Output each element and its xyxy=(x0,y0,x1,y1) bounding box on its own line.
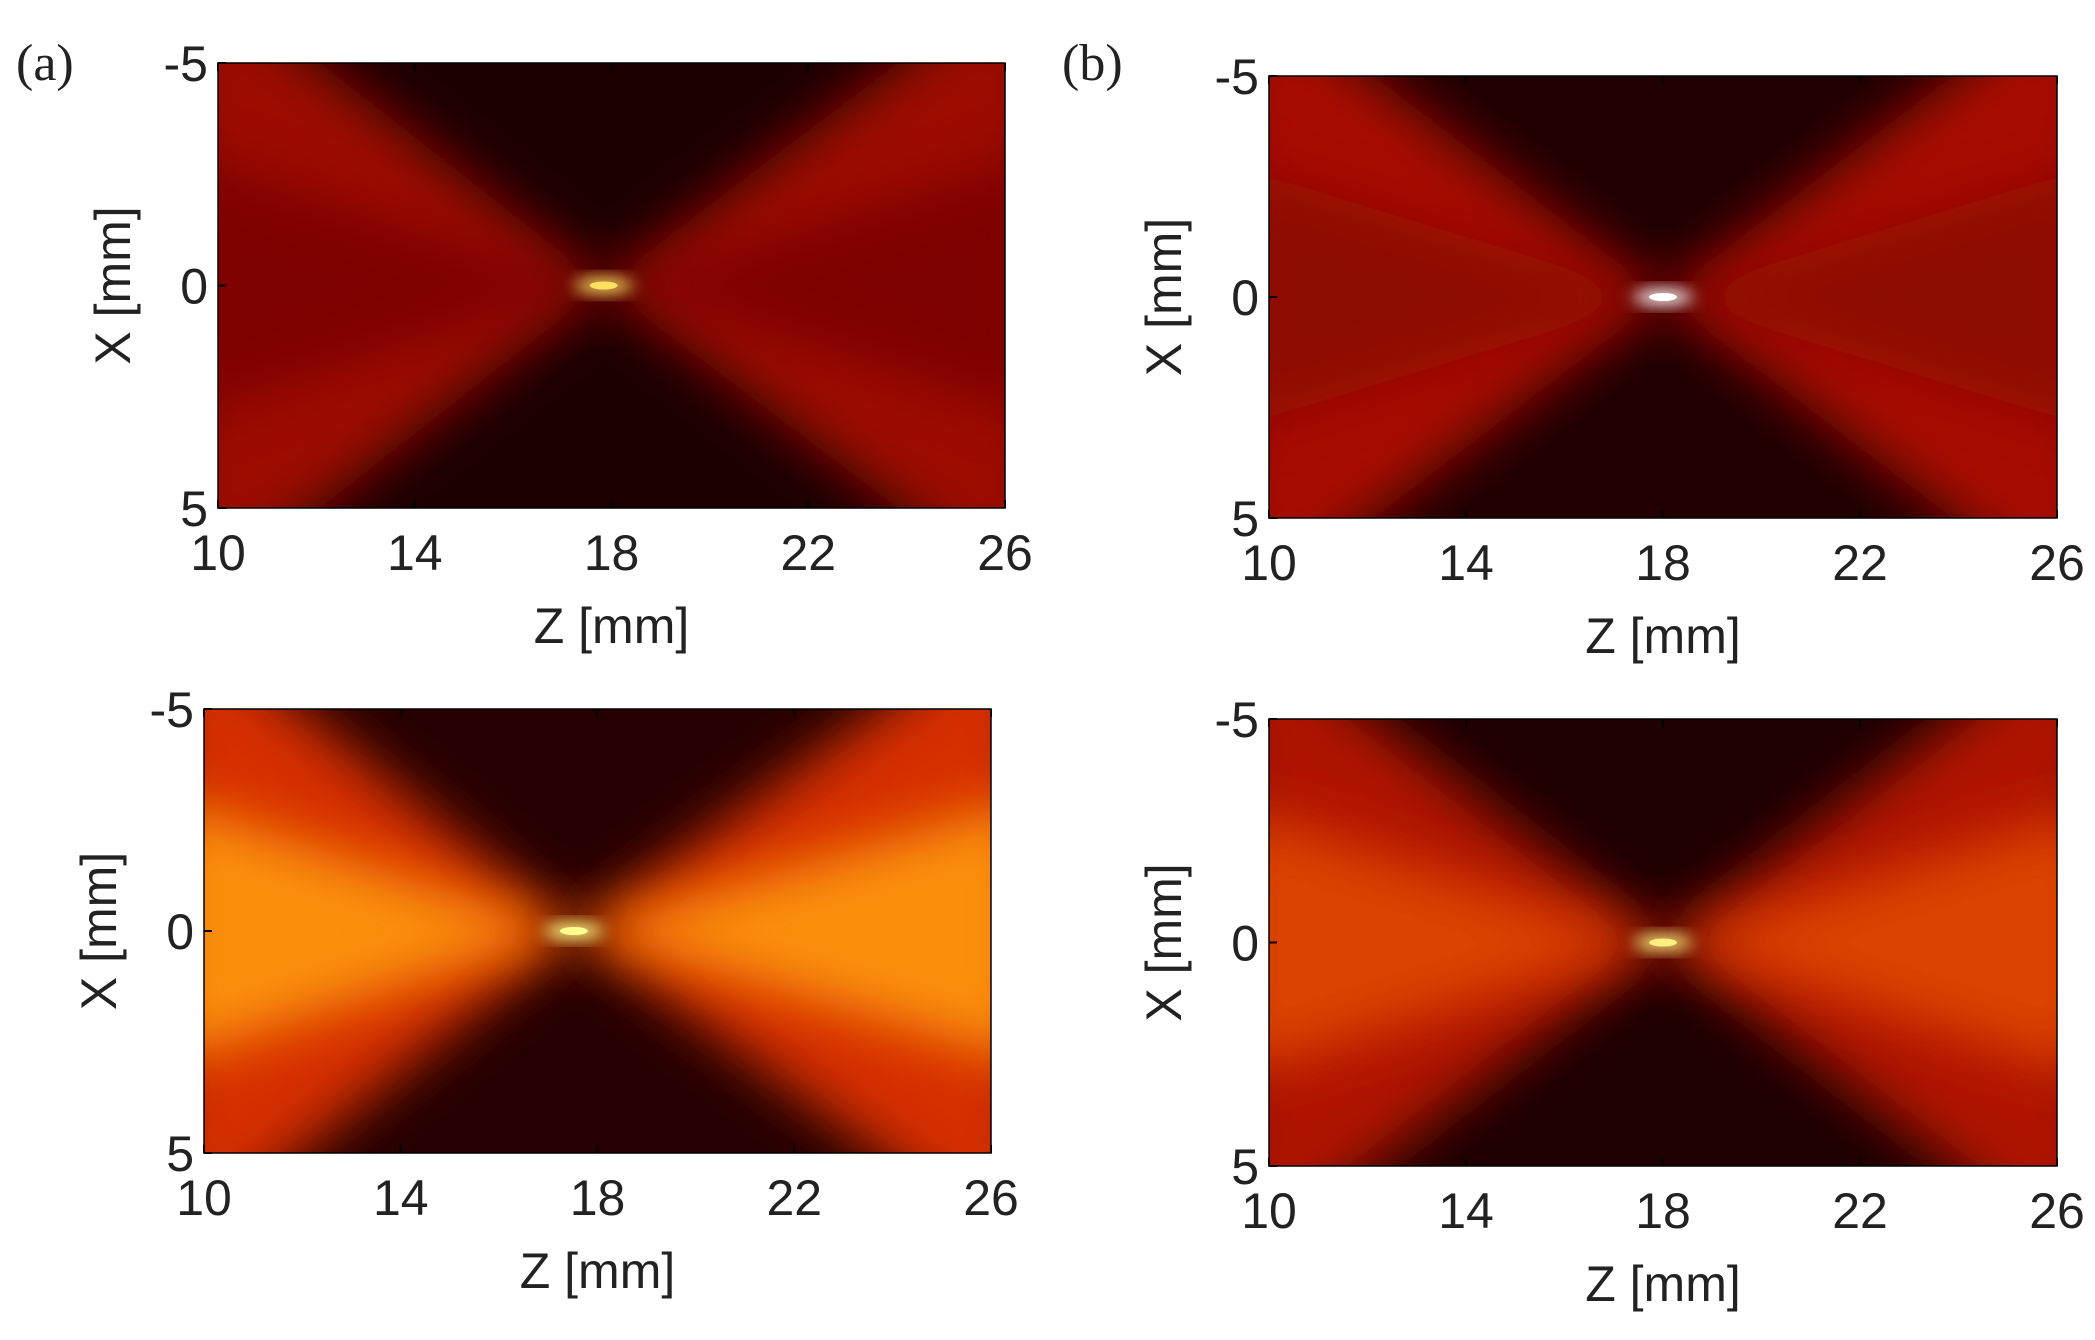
beam xyxy=(573,809,991,1053)
y-tick-label: 5 xyxy=(180,481,208,537)
focal-core xyxy=(589,281,618,290)
x-tick-label: 26 xyxy=(2029,535,2085,591)
x-tick-label: 14 xyxy=(373,1170,429,1226)
y-axis-label: X [mm] xyxy=(1136,218,1192,376)
y-axis-label: X [mm] xyxy=(1136,863,1192,1021)
beam xyxy=(1269,176,1663,418)
y-tick-label: 5 xyxy=(1231,491,1259,547)
heatmap-image xyxy=(218,63,1005,508)
x-axis-label: Z [mm] xyxy=(520,1243,676,1299)
y-tick-label: 0 xyxy=(1231,270,1259,326)
heatmap-image xyxy=(204,709,991,1153)
y-tick-label: -5 xyxy=(1215,692,1259,748)
y-axis-label: X [mm] xyxy=(71,852,127,1010)
x-tick-label: 14 xyxy=(1438,535,1494,591)
y-tick-label: 0 xyxy=(1231,916,1259,972)
x-tick-label: 26 xyxy=(963,1170,1019,1226)
x-axis-label: Z [mm] xyxy=(534,598,690,654)
y-tick-label: 0 xyxy=(166,904,194,960)
beam xyxy=(204,810,574,1052)
panel-label: (b) xyxy=(1062,35,1123,92)
x-tick-label: 18 xyxy=(1635,1183,1691,1239)
y-axis-label: X [mm] xyxy=(85,206,141,364)
y-tick-label: -5 xyxy=(164,36,208,92)
heatmap-image xyxy=(1269,719,2057,1166)
x-axis-label: Z [mm] xyxy=(1585,1256,1741,1312)
x-tick-label: 10 xyxy=(1241,1183,1297,1239)
x-tick-label: 10 xyxy=(190,525,246,581)
x-tick-label: 26 xyxy=(2029,1183,2085,1239)
x-tick-label: 18 xyxy=(584,525,640,581)
x-tick-label: 14 xyxy=(387,525,443,581)
x-tick-label: 26 xyxy=(977,525,1033,581)
x-tick-label: 22 xyxy=(780,525,836,581)
panel-label: (a) xyxy=(16,35,74,92)
y-tick-label: 5 xyxy=(1231,1139,1259,1195)
x-tick-label: 10 xyxy=(1241,535,1297,591)
y-tick-label: -5 xyxy=(1215,49,1259,105)
beam xyxy=(1269,820,1663,1065)
beam xyxy=(603,164,1005,407)
beam xyxy=(1663,176,2057,418)
beam xyxy=(218,164,604,407)
x-tick-label: 22 xyxy=(766,1170,822,1226)
beam xyxy=(1663,820,2057,1065)
x-tick-label: 10 xyxy=(176,1170,232,1226)
heatmap-image xyxy=(1269,76,2057,518)
x-tick-label: 18 xyxy=(1635,535,1691,591)
focal-core xyxy=(1649,938,1677,947)
y-tick-label: 0 xyxy=(180,259,208,315)
focal-core xyxy=(559,927,588,935)
x-tick-label: 22 xyxy=(1832,1183,1888,1239)
x-tick-label: 18 xyxy=(570,1170,626,1226)
x-tick-label: 14 xyxy=(1438,1183,1494,1239)
focal-core xyxy=(1649,293,1677,301)
y-tick-label: 5 xyxy=(166,1126,194,1182)
x-tick-label: 22 xyxy=(1832,535,1888,591)
x-axis-label: Z [mm] xyxy=(1585,608,1741,664)
y-tick-label: -5 xyxy=(150,682,194,738)
